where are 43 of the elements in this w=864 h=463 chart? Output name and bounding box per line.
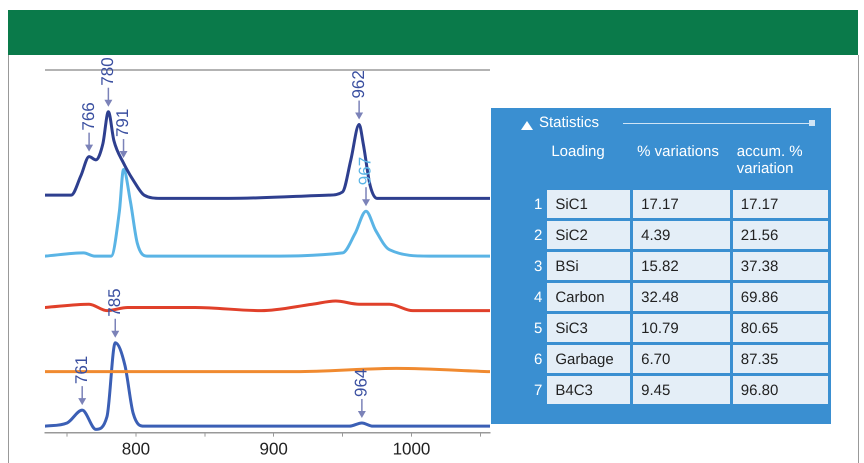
text: B4C3: [555, 382, 593, 398]
y-tick-label: 4: [533, 288, 544, 308]
annotation: 964: [352, 368, 371, 397]
data-label: 9.45: [633, 376, 730, 404]
data-label: 21.56: [732, 221, 828, 249]
data-label: 96.80: [732, 376, 828, 404]
text: Garbage: [555, 350, 614, 368]
annotation: 766: [78, 102, 98, 131]
x-tick-label: 800: [122, 439, 150, 458]
annotation: 761: [72, 356, 91, 384]
data-label: 10.79: [633, 314, 730, 342]
data-label: 32.48: [633, 283, 730, 311]
y-tick-label: 6: [533, 350, 544, 370]
data-label: 15.82: [633, 252, 730, 280]
data-label: 80.65: [732, 314, 828, 342]
x-tick-label: 1000: [392, 439, 430, 458]
y-tick-label: 1: [533, 194, 544, 214]
text: SiC1: [555, 196, 588, 212]
data-label: 6.70: [633, 345, 730, 373]
x-tick-label: Loading: [550, 142, 606, 162]
text: SiC3: [555, 320, 588, 336]
annotation: 780: [98, 57, 118, 86]
annotation: 962: [348, 70, 368, 99]
data-label: 37.38: [732, 252, 828, 280]
text: SiC2: [555, 226, 588, 244]
x-tick-label: accum. % variation: [736, 142, 804, 179]
chart-title: Statistics: [539, 114, 600, 131]
y-tick-label: 5: [533, 318, 544, 338]
text: BSi: [555, 258, 579, 274]
x-tick-label: % variations: [636, 142, 720, 162]
y-tick-label: 7: [533, 380, 544, 400]
x-tick-label: 900: [260, 439, 288, 458]
y-tick-label: 2: [533, 226, 544, 246]
data-label: 4.39: [633, 221, 730, 249]
y-tick-label: 3: [533, 256, 544, 276]
annotation: 785: [104, 288, 124, 317]
annotation: 791: [113, 108, 132, 138]
text: Carbon: [555, 288, 605, 306]
data-label: 17.17: [732, 190, 828, 218]
annotation: 967: [356, 156, 375, 186]
data-label: 87.35: [732, 345, 828, 373]
data-label: 17.17: [633, 190, 730, 218]
data-label: 69.86: [732, 283, 828, 311]
